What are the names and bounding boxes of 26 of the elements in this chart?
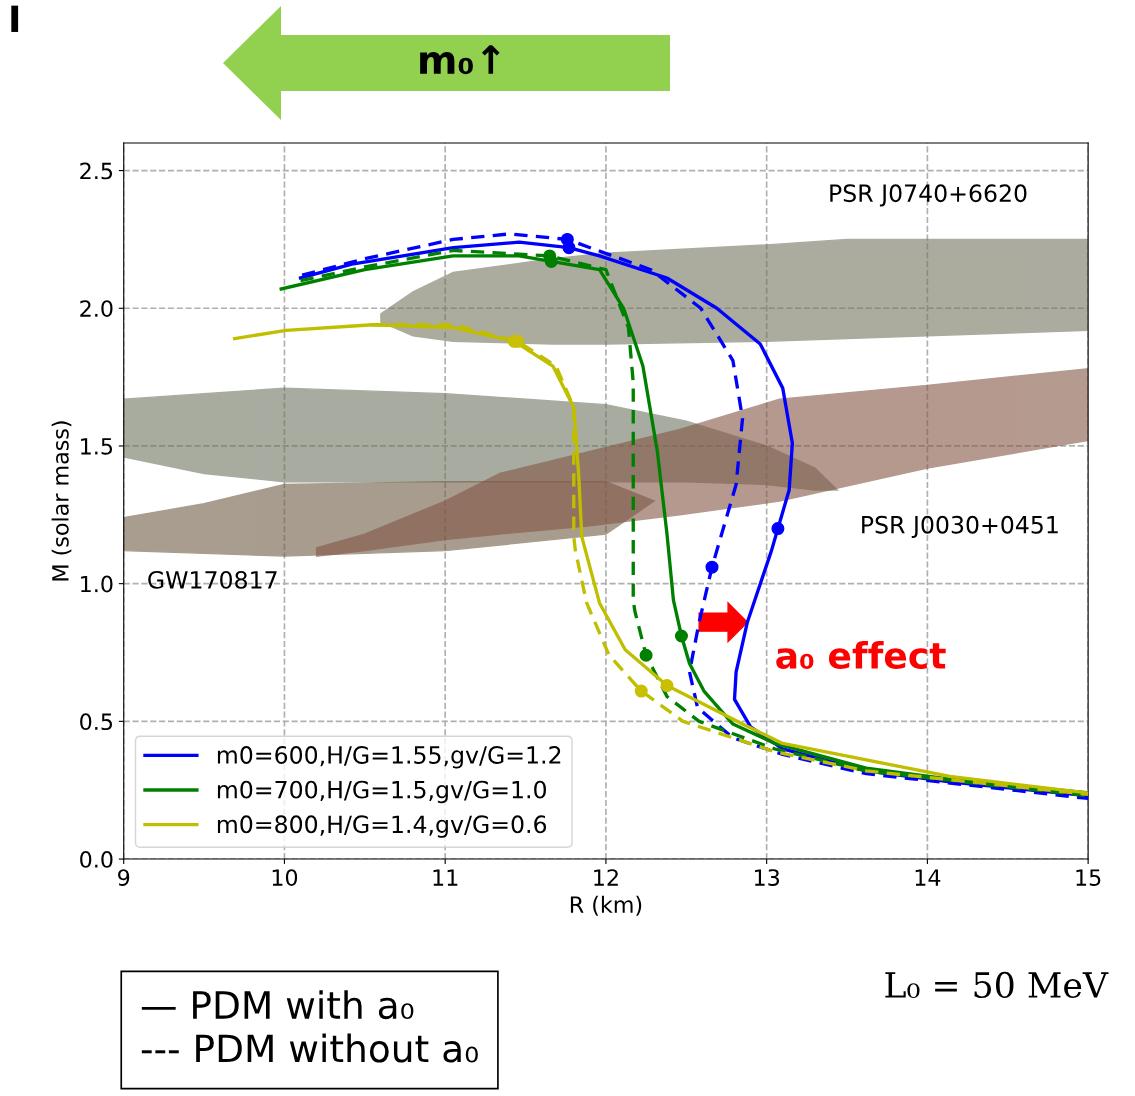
legend-label: m0=800,H/G=1.4,gv/G=0.6 <box>217 815 547 838</box>
x-tick-label: 14 <box>915 869 941 886</box>
y-tick-label: 0.5 <box>80 713 113 731</box>
y-axis-title: M (solar mass) <box>51 421 72 581</box>
text: m₀↑ <box>420 45 500 75</box>
x-tick-label: 13 <box>754 869 780 886</box>
x-tick-label: 15 <box>1076 869 1101 886</box>
y-tick-label: 0.0 <box>80 850 113 868</box>
x-tick-label: 9 <box>118 869 130 886</box>
x-tick-label: 11 <box>433 869 458 886</box>
x-tick-label: 12 <box>594 869 618 886</box>
x-axis-title: R (km) <box>570 895 642 916</box>
y-tick-label: 1.5 <box>81 438 113 455</box>
y-tick-label: 2.5 <box>80 162 113 180</box>
annotation: PSR J0740+6620 <box>830 184 1027 207</box>
legend-label: m0=600,H/G=1.55,gv/G=1.2 <box>217 746 561 769</box>
text: — PDM with a₀ --- PDM without a₀ <box>141 990 478 1063</box>
x-tick-label: 10 <box>272 869 298 886</box>
legend-label: m0=700,H/G=1.5,gv/G=1.0 <box>217 780 546 804</box>
annotation: GW170817 <box>148 570 277 589</box>
y-tick-label: 2.0 <box>80 300 113 318</box>
annotation: a₀ effect <box>776 641 946 670</box>
text: L₀ = 50 MeV <box>885 971 1109 999</box>
text: I <box>11 5 19 32</box>
y-tick-label: 1.0 <box>81 575 113 593</box>
annotation: PSR J0030+0451 <box>862 515 1058 539</box>
